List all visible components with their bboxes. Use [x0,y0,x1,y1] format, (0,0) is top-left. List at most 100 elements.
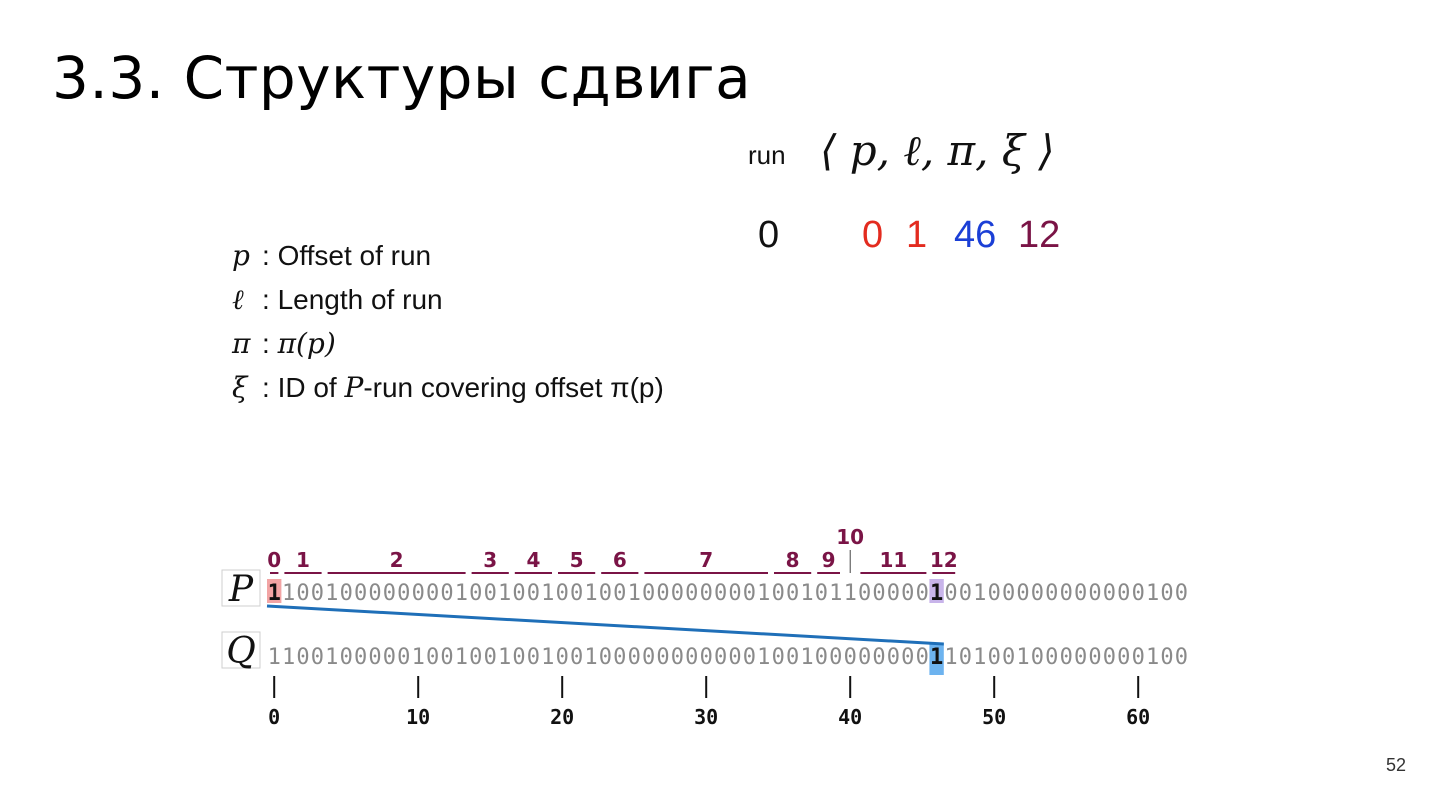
p-bit: 0 [1117,581,1130,606]
q-bit: 0 [872,645,885,670]
p-bit: 0 [671,581,684,606]
q-bit: 0 [671,645,684,670]
p-bit: 0 [858,581,871,606]
q-bit: 0 [527,645,540,670]
q-bit: 0 [1074,645,1087,670]
p-bit: 1 [584,581,597,606]
p-bit: 0 [512,581,525,606]
q-bit: 0 [1045,645,1058,670]
q-bit: 0 [1160,645,1173,670]
q-bit: 1 [412,645,425,670]
q-bit: 0 [988,645,1001,670]
q-bit: 0 [1132,645,1145,670]
p-bit: 1 [498,581,511,606]
p-bit: 0 [1103,581,1116,606]
p-bit: 0 [1175,581,1188,606]
p-bit: 0 [1016,581,1029,606]
q-bit: 0 [858,645,871,670]
definition-xi: ξ: ID of P-run covering offset π(p) [232,371,664,404]
p-bit: 0 [656,581,669,606]
p-bit: 0 [887,581,900,606]
p-bit: 0 [1060,581,1073,606]
q-bit: 0 [368,645,381,670]
q-bit: 0 [786,645,799,670]
p-bit: 0 [728,581,741,606]
axis-tick-label: 40 [838,705,862,729]
q-bit: 0 [599,645,612,670]
q-bit: 0 [901,645,914,670]
q-bit: 0 [311,645,324,670]
q-bit: 0 [570,645,583,670]
q-bit: 0 [1103,645,1116,670]
p-bit: 0 [397,581,410,606]
p-bit: 1 [268,581,281,606]
p-bit: 0 [556,581,569,606]
q-bit: 0 [1060,645,1073,670]
p-bit: 1 [541,581,554,606]
q-highlight-target [929,643,944,675]
p-bit: 0 [296,581,309,606]
q-bit: 0 [397,645,410,670]
q-bit: 0 [714,645,727,670]
q-bit: 0 [656,645,669,670]
p-bit: 0 [714,581,727,606]
q-bit: 0 [512,645,525,670]
p-bit: 1 [930,581,943,606]
q-bit: 0 [469,645,482,670]
p-bit: 1 [628,581,641,606]
axis-tick-label: 60 [1126,705,1150,729]
p-bit: 0 [570,581,583,606]
p-bit: 0 [527,581,540,606]
p-bit: 0 [642,581,655,606]
q-bit: 0 [484,645,497,670]
q-bit: 0 [340,645,353,670]
q-bit: 0 [556,645,569,670]
p-bit: 1 [1146,581,1159,606]
q-bit: 1 [944,645,957,670]
p-bit: 0 [1031,581,1044,606]
run-label: 5 [570,548,584,572]
axis-tick-label: 30 [694,705,718,729]
q-bit: 0 [685,645,698,670]
axis-tick-label: 50 [982,705,1006,729]
p-bit: 0 [426,581,439,606]
q-bit: 1 [268,645,281,670]
p-bit: 0 [1132,581,1145,606]
p-bit: 0 [1074,581,1087,606]
q-bit: 0 [1031,645,1044,670]
p-bit: 0 [916,581,929,606]
p-bit: 1 [829,581,842,606]
q-bit: 1 [757,645,770,670]
run-label: 9 [822,548,836,572]
definition-pi: π: π(p) [232,327,336,360]
q-bit: 0 [959,645,972,670]
q-bit: 0 [728,645,741,670]
p-bit: 0 [383,581,396,606]
p-bit: 1 [844,581,857,606]
run-label: 3 [483,548,497,572]
run-value: 0 [758,214,780,256]
p-bit: 0 [988,581,1001,606]
p-bit: 0 [685,581,698,606]
p-bit: 0 [786,581,799,606]
run-label: 6 [613,548,627,572]
q-bit: 1 [498,645,511,670]
l-value: 1 [906,214,928,256]
q-bit: 0 [613,645,626,670]
p-bit: 1 [973,581,986,606]
p-bit: 0 [340,581,353,606]
tuple-notation: ⟨ p, ℓ, π, ξ ⟩ [820,126,1055,175]
p-bit: 1 [455,581,468,606]
q-bit: 0 [815,645,828,670]
p-bit: 0 [599,581,612,606]
q-bit: 1 [325,645,338,670]
p-bit: 0 [772,581,785,606]
axis-tick-label: 0 [268,705,280,729]
q-label-box [221,631,261,669]
run-label: 4 [526,548,540,572]
p-bit: 0 [311,581,324,606]
q-bit: 0 [354,645,367,670]
p-bit: 0 [815,581,828,606]
run-label: 2 [390,548,404,572]
